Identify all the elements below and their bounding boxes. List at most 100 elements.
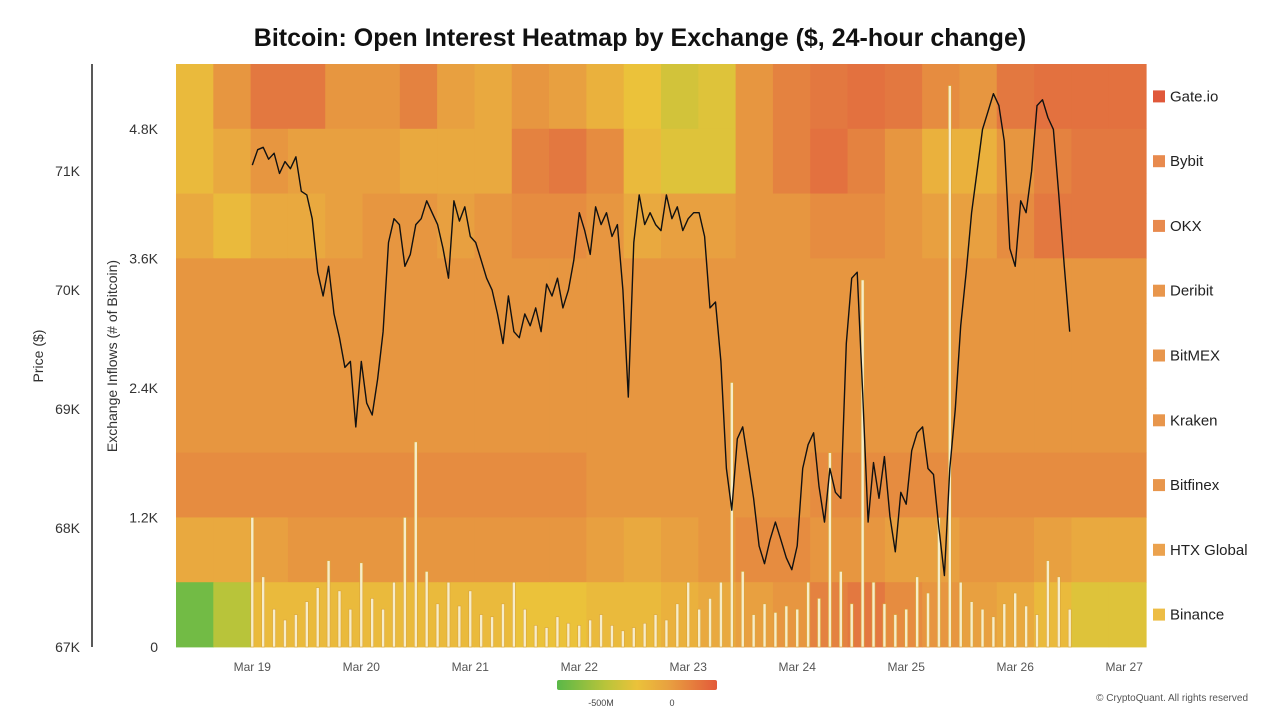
heatmap-cell	[661, 387, 699, 454]
x-tick-label: Mar 27	[1106, 660, 1144, 674]
heatmap-cell	[176, 452, 214, 518]
inflow-axis-label: Exchange Inflows (# of Bitcoin)	[104, 260, 120, 452]
heatmap-cell	[549, 128, 587, 194]
heatmap-cell	[735, 128, 774, 194]
heatmap-cell	[325, 517, 364, 583]
inflow-bar	[686, 581, 691, 648]
inflow-bar	[272, 608, 276, 648]
inflow-bar	[860, 279, 865, 648]
heatmap-cell	[287, 517, 326, 583]
price-axis-label: Price ($)	[30, 330, 46, 383]
heatmap-cell	[772, 64, 811, 130]
heatmap-cell	[549, 64, 587, 130]
heatmap-cell	[250, 258, 289, 324]
heatmap-cell	[474, 452, 513, 518]
heatmap-cell	[922, 193, 961, 259]
credit-text: © CryptoQuant. All rights reserved	[1096, 693, 1248, 704]
heatmap-cell	[362, 64, 401, 130]
inflow-bar	[501, 603, 505, 648]
heatmap-cell	[847, 582, 886, 648]
inflow-tick-label: 2.4K	[129, 380, 158, 396]
heatmap-cell	[437, 452, 476, 518]
inflow-bar	[980, 608, 985, 648]
heatmap-cell	[959, 193, 998, 259]
heatmap-cell	[1108, 258, 1147, 324]
heatmap-cell	[698, 64, 737, 130]
heatmap-cell	[996, 323, 1035, 389]
heatmap-cell	[250, 452, 289, 518]
heatmap-cell	[735, 64, 774, 130]
heatmap-cell	[176, 64, 214, 130]
heatmap-cell	[847, 128, 886, 194]
heatmap-cell	[1108, 128, 1147, 194]
inflow-bar	[435, 603, 440, 648]
heatmap-cell	[586, 193, 625, 259]
heatmap-cell	[847, 387, 886, 454]
heatmap-cell	[399, 323, 438, 389]
inflow-tick-label: 0	[150, 639, 158, 655]
x-tick-label: Mar 24	[779, 660, 817, 674]
inflow-bar	[468, 590, 473, 648]
inflow-bar	[315, 587, 320, 648]
inflow-bar	[294, 614, 298, 648]
inflow-bars	[250, 85, 1072, 648]
exchange-legend: Gate.io Bybit OKX Deribit BitMEX Kraken Bitfin…	[1153, 88, 1248, 624]
heatmap-cell	[996, 517, 1035, 583]
legend-label: OKX	[1170, 218, 1202, 235]
heatmap-cell	[549, 387, 587, 454]
heatmap-cell	[362, 193, 401, 259]
heatmap-cell	[1071, 258, 1110, 324]
heatmap-cell	[586, 517, 625, 583]
heatmap-cell	[772, 193, 811, 259]
inflow-bar	[479, 614, 483, 648]
heatmap-cell	[959, 323, 998, 389]
heatmap-cell	[176, 582, 214, 648]
heatmap-cell	[325, 193, 364, 259]
price-tick-label: 71K	[55, 163, 81, 179]
heatmap-cell	[623, 452, 662, 518]
inflow-bar	[642, 622, 647, 648]
heatmap-cell	[810, 64, 849, 130]
inflow-bar	[337, 590, 342, 648]
legend-swatch	[1153, 219, 1165, 232]
heatmap-cell	[996, 387, 1035, 454]
heatmap-cell	[325, 128, 364, 194]
price-line	[251, 93, 1071, 577]
heatmap-cell	[847, 193, 886, 259]
heatmap-cell	[325, 64, 364, 130]
inflow-bar	[653, 614, 658, 648]
inflow-bar	[740, 571, 745, 648]
heatmap-cell	[325, 323, 364, 389]
heatmap-cell	[586, 258, 625, 324]
heatmap-cell	[661, 452, 699, 518]
heatmap-cell	[362, 323, 401, 389]
heatmap-cell	[287, 452, 326, 518]
inflow-bar	[370, 598, 374, 648]
heatmap-cell	[1071, 582, 1110, 648]
heatmap-cell	[698, 517, 737, 583]
heatmap-cell	[586, 387, 625, 454]
heatmap-cell	[772, 387, 811, 454]
legend-swatch	[1153, 284, 1165, 297]
heatmap-cell	[362, 387, 401, 454]
x-tick-label: Mar 21	[452, 660, 490, 674]
heatmap-cell	[362, 452, 401, 518]
x-tick-label: Mar 22	[561, 660, 599, 674]
heatmap-cell	[287, 64, 326, 130]
legend-label: Kraken	[1170, 412, 1218, 429]
inflow-bar	[555, 616, 560, 648]
inflow-bar	[675, 603, 680, 648]
heatmap-cell	[884, 258, 923, 324]
x-tick-label: Mar 19	[234, 660, 272, 674]
inflow-bar	[893, 614, 898, 648]
inflow-bar	[806, 581, 810, 648]
heatmap-cell	[399, 452, 438, 518]
heatmap-cell	[399, 64, 438, 130]
price-line-group	[251, 93, 1071, 577]
inflow-bar	[544, 627, 549, 648]
heatmap-grid	[176, 64, 1147, 648]
heatmap-cell	[399, 128, 438, 194]
heatmap-cell	[959, 517, 998, 583]
price-tick-label: 67K	[55, 639, 81, 655]
legend-label: Bybit	[1170, 153, 1204, 170]
